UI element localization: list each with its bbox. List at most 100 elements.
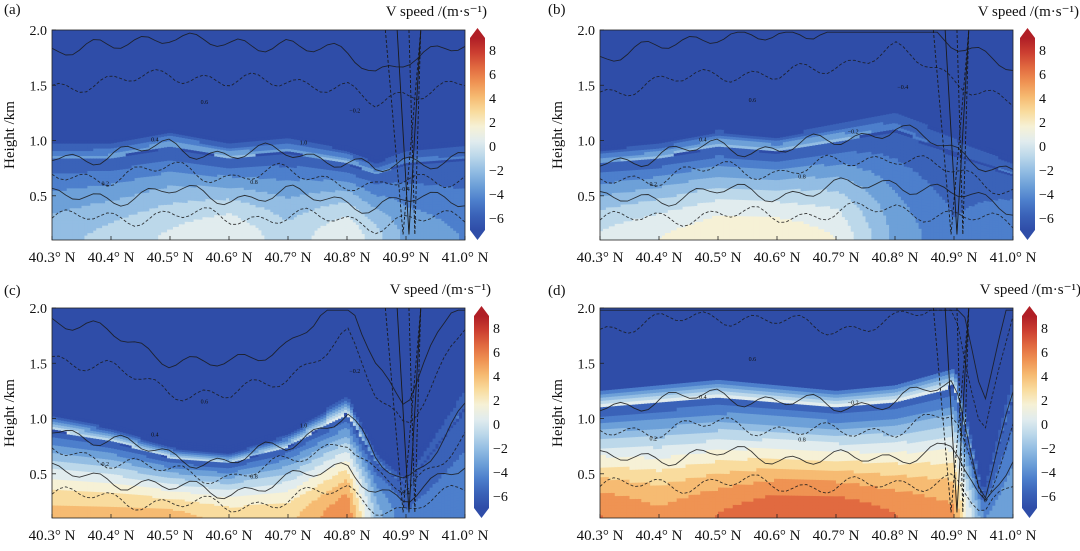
heatmap-cell: [172, 157, 177, 162]
heatmap-cell: [370, 172, 375, 176]
heatmap-cell: [341, 237, 345, 240]
heatmap-cell: [411, 161, 416, 165]
heatmap-cell: [90, 225, 94, 229]
heatmap-cell: [370, 229, 375, 233]
heatmap-cell: [211, 152, 215, 157]
heatmap-cell: [128, 162, 133, 166]
heatmap-cell: [376, 187, 381, 191]
heatmap-cell: [308, 182, 313, 186]
heatmap-cell: [249, 219, 254, 223]
heatmap-cell: [199, 205, 204, 210]
heatmap-cell: [347, 209, 351, 213]
heatmap-cell: [246, 138, 251, 142]
heatmap-cell: [87, 235, 91, 239]
heatmap-cell: [155, 153, 159, 157]
heatmap-cell: [178, 180, 183, 184]
heatmap-cell: [102, 155, 106, 159]
heatmap-cell: [113, 174, 118, 178]
heatmap-cell: [276, 190, 280, 194]
heatmap-cell: [193, 134, 198, 138]
heatmap-cell: [314, 232, 319, 236]
heatmap-cell: [349, 228, 354, 232]
heatmap-cell: [217, 227, 221, 231]
heatmap-cell: [352, 160, 357, 164]
heatmap-cell: [158, 196, 162, 200]
heatmap-cell: [208, 160, 212, 164]
heatmap-cell: [172, 149, 177, 153]
heatmap-cell: [406, 160, 410, 163]
heatmap-cell: [122, 158, 127, 162]
heatmap-cell: [285, 198, 289, 202]
heatmap-cell: [385, 170, 389, 174]
heatmap-cell: [358, 237, 363, 240]
heatmap-cell: [217, 184, 221, 188]
heatmap-cell: [84, 200, 88, 204]
heatmap-cell: [229, 182, 233, 186]
heatmap-cell: [388, 171, 392, 175]
heatmap-cell: [128, 170, 133, 174]
heatmap-cell: [391, 175, 395, 179]
heatmap-cell: [231, 185, 236, 189]
heatmap-cell: [96, 220, 100, 224]
heatmap-cell: [184, 234, 189, 238]
heatmap-cell: [66, 202, 71, 206]
heatmap-cell: [87, 147, 91, 152]
heatmap-cell: [305, 237, 310, 240]
heatmap-cell: [226, 155, 230, 159]
heatmap-cell: [146, 178, 150, 183]
heatmap-cell: [361, 174, 366, 177]
heatmap-cell: [400, 189, 404, 193]
heatmap-cell: [302, 173, 307, 177]
heatmap-cell: [181, 185, 186, 190]
heatmap-cell: [155, 131, 159, 136]
heatmap-cell: [302, 237, 307, 240]
heatmap-cell: [279, 185, 283, 189]
heatmap-cell: [264, 219, 268, 223]
heatmap-cell: [370, 170, 375, 173]
heatmap-cell: [311, 172, 316, 176]
heatmap-cell: [229, 195, 233, 199]
heatmap-cell: [290, 232, 295, 236]
heatmap-cell: [113, 207, 118, 211]
heatmap-cell: [78, 237, 83, 240]
heatmap-cell: [290, 169, 295, 173]
heatmap-cell: [264, 178, 268, 182]
heatmap-cell: [205, 188, 209, 192]
heatmap-cell: [355, 201, 360, 205]
heatmap-cell: [131, 203, 136, 207]
heatmap-cell: [373, 233, 378, 237]
heatmap-cell: [335, 196, 339, 200]
heatmap-cell: [161, 237, 165, 240]
heatmap-cell: [172, 212, 177, 216]
heatmap-cell: [293, 154, 298, 158]
heatmap-cell: [75, 180, 80, 184]
heatmap-cell: [364, 205, 369, 209]
heatmap-cell: [285, 208, 289, 212]
heatmap-cell: [323, 188, 327, 192]
heatmap-cell: [170, 162, 174, 167]
heatmap-cell: [347, 216, 351, 220]
heatmap-cell: [411, 237, 416, 240]
heatmap-cell: [66, 157, 71, 162]
heatmap-cell: [161, 133, 165, 137]
heatmap-cell: [96, 235, 100, 239]
heatmap-cell: [370, 210, 375, 214]
heatmap-cell: [406, 221, 410, 225]
heatmap-cell: [81, 175, 86, 179]
heatmap-cell: [305, 179, 310, 183]
heatmap-cell: [373, 177, 378, 181]
heatmap-cell: [128, 157, 133, 161]
heatmap-cell: [317, 190, 322, 194]
heatmap-cell: [196, 142, 201, 146]
heatmap-cell: [214, 237, 218, 240]
heatmap-cell: [364, 207, 369, 211]
heatmap-cell: [223, 194, 227, 198]
heatmap-cell: [229, 152, 233, 156]
heatmap-cell: [172, 182, 177, 186]
heatmap-cell: [93, 225, 97, 229]
heatmap-cell: [373, 156, 378, 160]
heatmap-cell: [87, 210, 91, 214]
heatmap-cell: [293, 219, 298, 223]
heatmap-cell: [329, 179, 333, 183]
heatmap-cell: [367, 237, 372, 240]
